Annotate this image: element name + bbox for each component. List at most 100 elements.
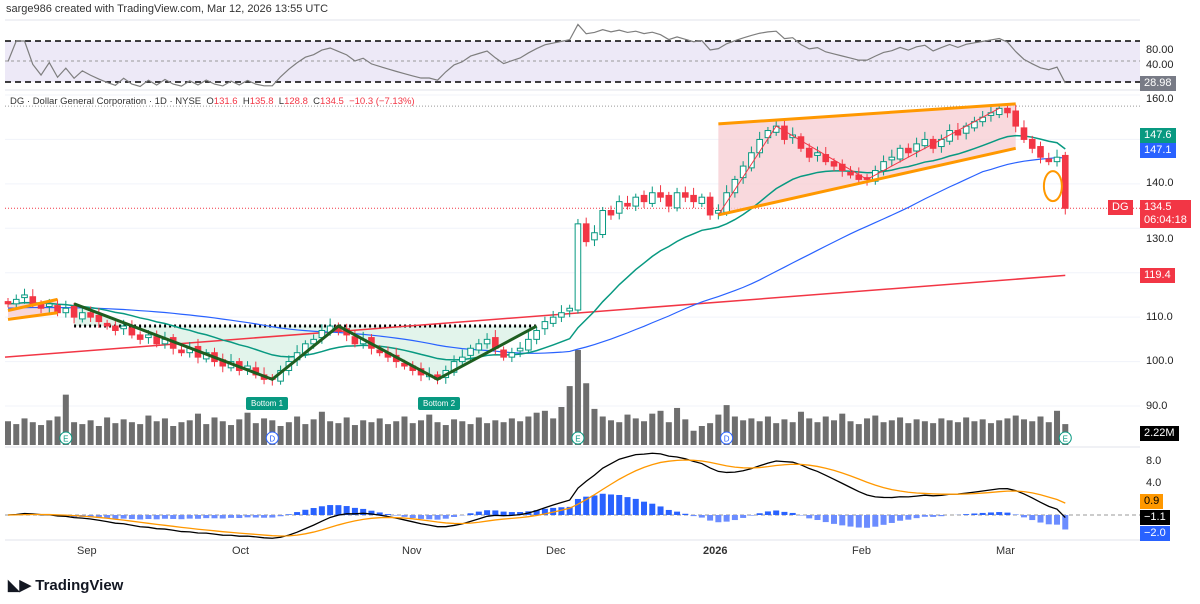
channel-line <box>7 311 58 321</box>
macd-histogram-bar <box>550 507 557 515</box>
volume-bar <box>599 416 606 445</box>
breakdown-circle <box>1042 170 1063 203</box>
macd-histogram-bar <box>401 515 408 517</box>
low-value: 128.8 <box>284 96 308 107</box>
macd-histogram-bar <box>764 511 771 515</box>
volume-bar <box>880 422 887 445</box>
volume-bar <box>170 426 177 445</box>
volume-bar <box>186 420 193 445</box>
open-value: 131.6 <box>213 96 238 107</box>
event-marker-icon <box>571 431 585 445</box>
candle <box>178 349 185 354</box>
volume-bar <box>228 425 235 445</box>
macd-histogram-bar <box>1062 515 1069 530</box>
volume-bar <box>971 421 978 445</box>
macd-histogram-bar <box>616 494 623 515</box>
volume-bar <box>921 421 928 445</box>
macd-histogram-bar <box>963 514 970 515</box>
macd-histogram-bar <box>987 512 994 515</box>
volume-bar <box>517 421 524 445</box>
macd-histogram-bar <box>938 515 945 517</box>
candle <box>136 334 144 340</box>
candle <box>632 196 640 207</box>
macd-histogram-bar <box>921 515 928 517</box>
macd-histogram-bar <box>996 512 1003 515</box>
candle <box>682 192 689 198</box>
candle <box>574 223 582 311</box>
volume-bar <box>855 424 862 445</box>
volume-bar <box>806 418 813 445</box>
volume-bar <box>112 423 119 445</box>
candle <box>624 202 631 207</box>
dividend-icon: D <box>724 435 730 444</box>
macd-histogram-bar <box>277 515 284 517</box>
candle <box>582 223 590 243</box>
macd-histogram-bar <box>318 506 325 515</box>
macd-histogram-bar <box>715 515 722 523</box>
volume-bar <box>178 422 185 445</box>
volume-bar <box>525 416 532 445</box>
macd-histogram-bar <box>161 515 168 519</box>
candle <box>822 154 830 163</box>
volume-bar <box>632 418 639 445</box>
macd-histogram-bar <box>773 510 780 515</box>
macd-histogram-bar <box>1004 512 1011 515</box>
volume-bar <box>822 416 829 445</box>
volume-bar <box>360 420 367 445</box>
candle <box>715 210 722 214</box>
macd-histogram-bar <box>864 515 871 528</box>
volume-bar <box>905 423 912 445</box>
macd-histogram-bar <box>211 515 218 519</box>
high-label: H <box>242 96 250 107</box>
volume-bar <box>46 420 53 445</box>
macd-histogram-bar <box>120 515 127 519</box>
candle <box>128 327 136 336</box>
volume-bar <box>731 416 738 445</box>
x-axis-sep: Sep <box>77 545 97 557</box>
macd-histogram-bar <box>467 513 474 515</box>
candle <box>95 314 103 323</box>
volume-bar <box>79 424 86 445</box>
volume-bar <box>211 417 218 445</box>
volume-bar <box>541 410 548 445</box>
candle <box>640 194 648 203</box>
candle <box>525 338 532 351</box>
candle <box>673 192 681 209</box>
macd-histogram-bar <box>831 515 837 524</box>
volume-bar <box>756 421 763 445</box>
candle <box>549 316 557 324</box>
macd-histogram-bar <box>649 503 656 515</box>
macd-histogram-bar <box>979 512 986 515</box>
volume-bar <box>938 418 945 445</box>
macd-histogram-bar <box>591 495 598 515</box>
volume-bar <box>376 418 383 445</box>
macd-histogram-bar <box>418 515 424 519</box>
macd-histogram-bar <box>566 506 573 515</box>
candle <box>946 130 953 142</box>
macd-histogram-bar <box>822 515 829 523</box>
volume-bar <box>38 425 45 445</box>
last-price: 134.5 <box>1144 201 1172 213</box>
macd-histogram-bar <box>641 501 648 515</box>
channel-line <box>7 297 58 312</box>
candle <box>450 361 458 373</box>
macd-histogram-bar <box>574 498 581 515</box>
bottom-1-label: Bottom 1 <box>246 397 289 410</box>
ema20-line <box>7 134 1066 361</box>
macd-histogram-bar <box>855 515 862 528</box>
candle <box>905 147 912 154</box>
volume-bar <box>1037 416 1044 445</box>
macd-histogram-bar <box>492 510 499 515</box>
candle <box>1028 138 1036 149</box>
volume-bar <box>839 413 846 445</box>
volume-bar <box>409 423 416 445</box>
volume-bar <box>128 422 135 445</box>
volume-bar <box>641 421 648 445</box>
volume-bar <box>302 424 309 445</box>
macd-axis-4: 4.0 <box>1146 477 1162 489</box>
macd-histogram-bar <box>583 496 590 515</box>
rsi-axis-80: 80.00 <box>1146 44 1174 56</box>
macd-histogram-bar <box>1029 515 1036 521</box>
sma50-tag: 147.1 <box>1140 143 1176 158</box>
